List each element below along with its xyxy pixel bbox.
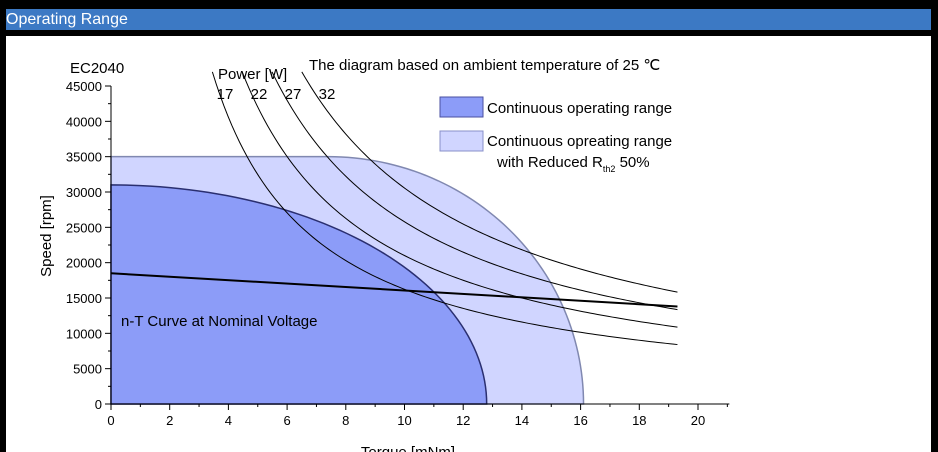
chart-panel: 17 22 27 32 0 2 4 6 8 10 12 14 16 18 20 0 5000 10000 1500… (6, 36, 931, 452)
power-curve-32 (301, 71, 678, 293)
legend-label-reduced: Continuous opreating range (487, 133, 672, 150)
y-tick-label-25000: 25000 (66, 220, 102, 235)
power-curve-label-17: 17 (217, 86, 234, 103)
ambient-note: The diagram based on ambient temperature… (309, 57, 660, 74)
y-tick-label-10000: 10000 (66, 326, 102, 341)
power-curve-27 (271, 71, 678, 311)
operating-range-chart: 17 22 27 32 0 2 4 6 8 10 12 14 16 18 20 0 5000 10000 1500… (38, 57, 730, 452)
area-continuous (110, 184, 488, 405)
x-tick-label-10: 10 (397, 413, 411, 428)
power-curve-label-32: 32 (319, 86, 336, 103)
legend-swatch-reduced (439, 130, 484, 152)
legend-label-continuous: Continuous operating range (487, 100, 672, 117)
x-tick-label-0: 0 (107, 413, 114, 428)
x-tick-label-4: 4 (225, 413, 232, 428)
legend-swatch-continuous (439, 96, 484, 118)
legend-label-reduced-line2: with Reduced Rth2 50% (496, 154, 650, 174)
power-curve-22 (241, 71, 678, 328)
x-tick-label-12: 12 (456, 413, 470, 428)
power-curve-17 (211, 71, 678, 346)
y-tick-label-15000: 15000 (66, 291, 102, 306)
y-axis-label: Speed [rpm] (38, 195, 55, 277)
section-title: Operating Range (6, 11, 128, 28)
nt-curve-line (110, 272, 678, 308)
y-tick-label-0: 0 (95, 397, 102, 412)
x-axis-label: Torque [mNm] (361, 444, 455, 452)
y-tick-label-30000: 30000 (66, 185, 102, 200)
x-tick-label-8: 8 (342, 413, 349, 428)
y-tick-label-40000: 40000 (66, 114, 102, 129)
x-tick-label-20: 20 (691, 413, 705, 428)
motor-label: EC2040 (70, 60, 124, 77)
x-tick-label-18: 18 (632, 413, 646, 428)
y-tick-label-35000: 35000 (66, 150, 102, 165)
y-tick-label-5000: 5000 (73, 362, 102, 377)
power-label: Power [W] (218, 66, 287, 83)
power-curve-label-27: 27 (285, 86, 302, 103)
x-tick-label-16: 16 (573, 413, 587, 428)
x-tick-label-14: 14 (515, 413, 529, 428)
nt-curve-label: n-T Curve at Nominal Voltage (121, 313, 318, 330)
section-header: Operating Range (6, 9, 931, 30)
y-tick-label-20000: 20000 (66, 256, 102, 271)
x-tick-label-2: 2 (166, 413, 173, 428)
power-curve-label-22: 22 (251, 86, 268, 103)
x-tick-label-6: 6 (283, 413, 290, 428)
y-tick-label-45000: 45000 (66, 79, 102, 94)
